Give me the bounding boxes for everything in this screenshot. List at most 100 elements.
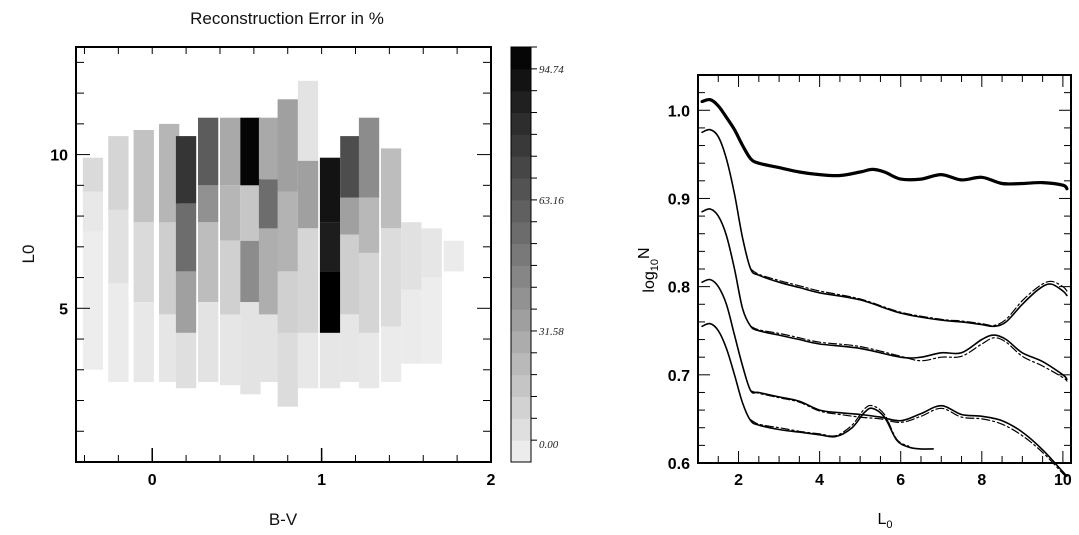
colorbar-step [511, 287, 531, 310]
heatmap-x-tick-label: 2 [487, 472, 496, 489]
colorbar-step [511, 243, 531, 266]
heatmap-cell [380, 228, 402, 327]
heatmap-cell [277, 191, 298, 272]
heatmap-cell [240, 302, 261, 395]
line-series-4 [701, 208, 1068, 380]
heatmap-cell [380, 326, 402, 382]
line-chart-series [700, 97, 1069, 479]
line-chart-y-tick-label: 0.7 [668, 368, 690, 385]
colorbar-step [511, 134, 531, 157]
colorbar-step [511, 352, 531, 376]
heatmap-cell [358, 117, 380, 198]
heatmap-cell [319, 157, 341, 223]
heatmap-cell [297, 80, 319, 161]
heatmap-cell [421, 228, 442, 278]
line-series-9 [750, 404, 910, 447]
heatmap-cell [421, 277, 442, 364]
heatmap-cell [258, 314, 280, 382]
heatmap-plot-frame [75, 46, 492, 463]
colorbar-step [511, 68, 531, 92]
line-chart-plot-frame [697, 74, 1072, 464]
heatmap-cell [175, 332, 197, 389]
colorbar-step [511, 221, 531, 245]
heatmap-cell [198, 185, 219, 223]
heatmap-cells [82, 80, 464, 407]
colorbar-step [511, 199, 531, 223]
heatmap-x-axis-label: B-V [269, 510, 298, 529]
heatmap-cell [443, 240, 464, 272]
heatmap-cell [240, 240, 261, 303]
line-chart-y-tick-label: 0.6 [668, 456, 690, 473]
line-chart-x-tick-label: 6 [896, 472, 905, 489]
heatmap-cell [277, 332, 298, 407]
heatmap-cell [175, 136, 197, 204]
line-chart-x-tick-label: 2 [734, 472, 743, 489]
heatmap-cell [277, 99, 298, 192]
heatmap-cell [220, 185, 241, 241]
heatmap-cell [340, 234, 361, 315]
heatmap-cell [401, 289, 422, 364]
heatmap-cell [159, 314, 180, 382]
line-chart-y-tick-label: 0.8 [668, 280, 690, 297]
heatmap-cell [220, 117, 241, 186]
line-series-5 [750, 325, 1068, 382]
colorbar-tick-label: 63.16 [539, 195, 564, 207]
heatmap-cell [319, 271, 341, 333]
colorbar-steps [511, 46, 537, 463]
colorbar-tick-label: 0.00 [539, 439, 559, 451]
heatmap-title: Reconstruction Error in % [190, 9, 384, 28]
colorbar-step [511, 156, 531, 179]
colorbar-step [511, 418, 531, 441]
heatmap-cell [82, 231, 104, 370]
line-chart-y-tick-label: 1.0 [668, 103, 690, 120]
line-series-7 [750, 390, 1068, 479]
heatmap-cell [358, 332, 380, 389]
heatmap-x-tick-label: 0 [148, 472, 157, 489]
heatmap-cell [133, 222, 154, 303]
line-chart-y-tick-label: 0.9 [668, 191, 690, 208]
colorbar-frame [510, 46, 532, 463]
heatmap-cell [277, 271, 298, 333]
line-chart-axes: 2 4 6 8 10 1.0 0.9 0.8 0.7 0.6 [668, 74, 1072, 489]
heatmap-cell [258, 228, 280, 315]
colorbar-tick-label: 94.74 [539, 64, 564, 76]
heatmap-axes: 0 1 2 5 10 [50, 47, 496, 489]
colorbar-step [511, 90, 531, 114]
heatmap-cell [198, 117, 219, 186]
colorbar-step [511, 330, 531, 354]
colorbar-step [511, 440, 531, 463]
heatmap-cell [175, 203, 197, 272]
line-series-1 [700, 97, 1069, 191]
heatmap-cell [319, 332, 341, 389]
heatmap-cell [133, 130, 154, 223]
heatmap-cell [198, 222, 219, 303]
heatmap-y-tick-label: 10 [50, 148, 68, 165]
heatmap-cell [240, 185, 261, 241]
colorbar-step [511, 374, 531, 397]
line-series-3 [750, 268, 1068, 327]
line-series-6 [701, 278, 1068, 477]
heatmap-cell [108, 209, 129, 284]
heatmap-cell [358, 253, 380, 333]
heatmap-x-tick-label: 1 [317, 472, 326, 489]
heatmap-cell [82, 157, 104, 192]
heatmap-cell [380, 148, 402, 229]
heatmap-cell [240, 117, 261, 186]
heatmap-cell [258, 117, 280, 180]
heatmap-cell [108, 283, 129, 383]
line-chart-x-tick-label: 8 [977, 472, 986, 489]
heatmap-panel: Reconstruction Error in % 0 1 2 5 10 B-V L0 [19, 9, 496, 529]
colorbar-step [511, 396, 531, 419]
line-series-2 [701, 128, 1068, 328]
heatmap-cell [220, 314, 241, 386]
heatmap-cell [340, 136, 361, 198]
colorbar-step [511, 309, 531, 332]
heatmap-cell [220, 240, 241, 315]
colorbar-step [511, 178, 531, 201]
heatmap-cell [297, 160, 319, 229]
heatmap-cell [319, 222, 341, 272]
line-chart-x-tick-label: 10 [1054, 472, 1072, 489]
colorbar: 94.74 63.16 31.58 0.00 [510, 46, 564, 463]
heatmap-cell [133, 302, 154, 382]
heatmap-cell [159, 222, 180, 315]
